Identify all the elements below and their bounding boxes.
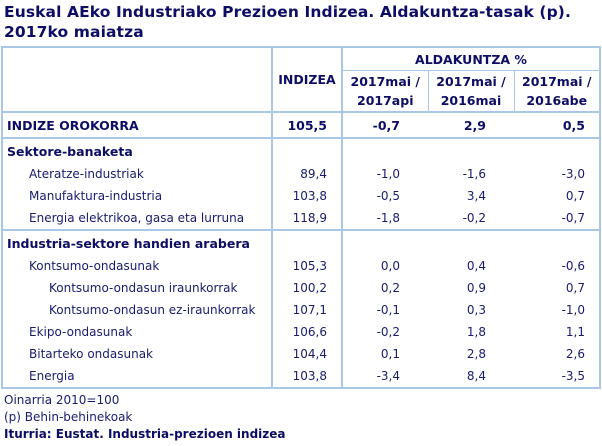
table-row: Kontsumo-ondasun ez-iraunkorrak 107,1 -0…	[1, 299, 601, 321]
table-row: Manufaktura-industria 103,8 -0,5 3,4 0,7	[1, 185, 601, 207]
row-change-3: 2,6	[514, 343, 601, 365]
footer-source: Iturria: Eustat. Industria-prezioen indi…	[4, 427, 286, 441]
table-row: Ateratze-industriak 89,4 -1,0 -1,6 -3,0	[1, 163, 601, 185]
row-change-1: 0,2	[341, 277, 428, 299]
header-change-col-3-line2: 2016abe	[526, 93, 588, 108]
footer-base-note: Oinarria 2010=100	[4, 393, 120, 407]
row-change-1: -1,8	[341, 207, 428, 231]
row-label: INDIZE OROKORRA	[1, 112, 272, 139]
header-change-col-3: 2017mai / 2016abe	[513, 70, 601, 113]
header-change-col-1-line1: 2017mai /	[350, 74, 420, 89]
row-change-2: 0,4	[466, 259, 486, 273]
row-label: Energia elektrikoa, gasa eta lurruna	[1, 207, 272, 231]
table-row: Kontsumo-ondasunak 105,3 0,0 0,4 -0,6	[1, 255, 601, 277]
row-label: Kontsumo-ondasun iraunkorrak	[1, 277, 272, 299]
row-change-2: 8,4	[428, 365, 514, 389]
table-row: Energia 103,8 -3,4 8,4 -3,5	[1, 365, 601, 389]
header-change-group: ALDAKUNTZA %	[341, 46, 601, 71]
row-change-1: -1,0	[341, 163, 428, 185]
row-label: Kontsumo-ondasunak	[1, 255, 272, 277]
row-change-1: -0,1	[341, 299, 428, 321]
header-change-col-2-line1: 2017mai /	[436, 74, 506, 89]
row-change-3: 1,1	[514, 321, 601, 343]
row-change-2: -0,2	[428, 207, 514, 231]
row-label: Kontsumo-ondasun ez-iraunkorrak	[1, 299, 272, 321]
group-label: Sektore-banaketa	[1, 138, 272, 163]
row-index: 105,3	[271, 255, 342, 277]
row-label: Energia	[1, 365, 272, 389]
row-index: 105,5	[271, 112, 342, 139]
header-change-col-2-line2: 2016mai	[440, 93, 502, 108]
row-change-2: 2,9	[428, 112, 514, 139]
row-change-3: -3,0	[514, 163, 601, 185]
table-row-general: INDIZE OROKORRA 105,5 -0,7 2,9 0,5	[1, 112, 601, 139]
row-index: 89,4	[271, 163, 342, 185]
row-change-3: -0,6	[514, 255, 601, 277]
row-change-1: -0,7	[341, 112, 428, 139]
price-index-table: INDIZEA ALDAKUNTZA % 2017mai / 2017api 2…	[1, 46, 601, 389]
header-index: INDIZEA	[271, 46, 342, 113]
row-change-3: -0,7	[514, 207, 601, 231]
header-blank-cell	[1, 46, 272, 113]
row-index: 118,9	[271, 207, 342, 231]
table-footer: Oinarria 2010=100 (p) Behin-behinekoak I…	[4, 392, 286, 443]
row-change-1: 0,1	[341, 343, 428, 365]
row-change-2: 0,9	[466, 281, 486, 295]
row-index: 106,6	[271, 321, 342, 343]
header-change-col-1-line2: 2017api	[357, 93, 414, 108]
row-change-1: -0,2	[341, 321, 428, 343]
row-change-2: 0,3	[466, 303, 486, 317]
table-title: Euskal AEko Industriako Prezioen Indizea…	[4, 3, 571, 41]
row-change-3: 0,7	[514, 185, 601, 207]
header-change-col-2: 2017mai / 2016mai	[427, 70, 514, 113]
group-header-row: Sektore-banaketa	[1, 138, 601, 163]
row-index: 103,8	[271, 185, 342, 207]
row-change-1: -0,5	[341, 185, 428, 207]
header-change-col-1: 2017mai / 2017api	[341, 70, 428, 113]
table-row: Kontsumo-ondasun iraunkorrak 100,2 0,2 0…	[1, 277, 601, 299]
footer-provisional-note: (p) Behin-behinekoak	[4, 410, 133, 424]
row-change-1: -3,4	[341, 365, 428, 389]
row-change-2: 1,8	[466, 325, 486, 339]
group-header-row: Industria-sektore handien arabera	[1, 230, 601, 255]
row-label: Ekipo-ondasunak	[1, 321, 272, 343]
row-change-2: -1,6	[462, 167, 486, 181]
header-change-col-3-line1: 2017mai /	[522, 74, 592, 89]
row-change-2: 2,8	[466, 347, 486, 361]
table-row: Energia elektrikoa, gasa eta lurruna 118…	[1, 207, 601, 231]
row-change-3: 0,5	[514, 112, 601, 139]
row-change-3: 0,7	[514, 277, 601, 299]
row-label: Ateratze-industriak	[1, 163, 272, 185]
row-change-3: -1,0	[514, 299, 601, 321]
table-row: Bitarteko ondasunak 104,4 0,1 2,8 2,6	[1, 343, 601, 365]
group-label: Industria-sektore handien arabera	[1, 230, 272, 255]
row-index: 103,8	[271, 365, 342, 389]
row-label: Manufaktura-industria	[1, 185, 272, 207]
row-change-1: 0,0	[341, 255, 428, 277]
row-change-2: 3,4	[466, 189, 486, 203]
table-row: Ekipo-ondasunak 106,6 -0,2 1,8 1,1	[1, 321, 601, 343]
row-index: 107,1	[271, 299, 342, 321]
row-label: Bitarteko ondasunak	[1, 343, 272, 365]
row-index: 100,2	[271, 277, 342, 299]
row-index: 104,4	[271, 343, 342, 365]
row-change-3: -3,5	[514, 365, 601, 389]
